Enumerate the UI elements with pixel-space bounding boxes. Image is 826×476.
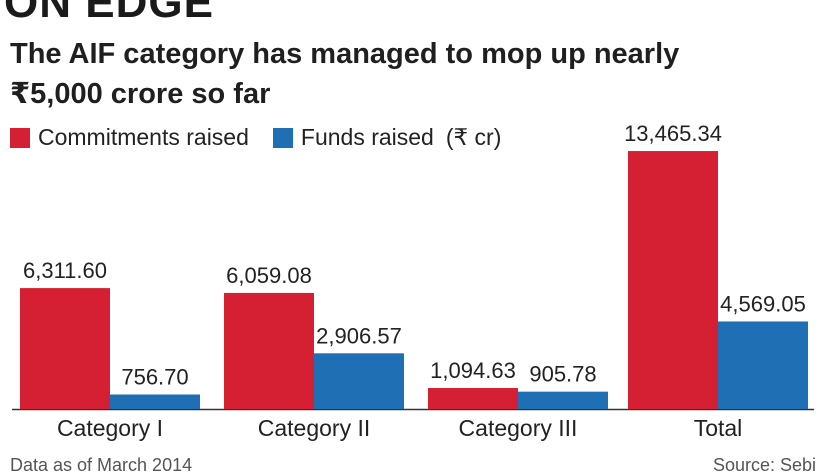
bar-commitments-2 — [224, 292, 314, 409]
category-label-2: Category II — [258, 415, 371, 441]
bar-funds-2 — [314, 353, 404, 409]
headline: ON EDGE — [4, 0, 214, 27]
legend: Commitments raised Funds raised (₹ cr) — [10, 124, 525, 151]
category-label-1: Category I — [57, 415, 163, 441]
legend-swatch-commitments — [10, 127, 30, 148]
legend-swatch-funds — [272, 127, 293, 148]
legend-label-funds: Funds raised — [300, 124, 434, 150]
data-label-funds-3: 905.78 — [529, 362, 596, 387]
bar-commitments-4 — [628, 151, 718, 409]
data-label-funds-1: 756.70 — [121, 365, 188, 390]
bar-chart: 6,311.60 756.70 Category I 6,059.08 2,906.57… — [12, 121, 814, 441]
legend-item-commitments: Commitments raised — [10, 124, 249, 151]
bar-commitments-1 — [20, 288, 110, 409]
category-label-3: Category III — [459, 415, 578, 441]
footer-source: Source: Sebi — [712, 455, 816, 475]
category-label-4: Total — [694, 415, 743, 441]
bar-funds-4 — [718, 321, 808, 409]
data-label-commitments-4: 13,465.34 — [624, 121, 722, 146]
legend-label-commitments: Commitments raised — [38, 124, 249, 150]
bar-funds-3 — [518, 391, 608, 409]
data-label-commitments-3: 1,094.63 — [430, 358, 516, 383]
data-label-funds-4: 4,569.05 — [720, 291, 806, 316]
data-label-commitments-1: 6,311.60 — [23, 258, 107, 283]
data-label-commitments-2: 6,059.08 — [226, 263, 312, 288]
bar-funds-1 — [110, 394, 200, 409]
chart-subtitle: The AIF category has managed to mop up n… — [10, 38, 680, 110]
footer-note: Data as of March 2014 — [10, 455, 193, 475]
legend-item-funds: Funds raised (₹ cr) — [272, 124, 502, 151]
unit-label: (₹ cr) — [445, 124, 502, 150]
data-label-funds-2: 2,906.57 — [316, 323, 402, 348]
bar-commitments-3 — [428, 388, 518, 409]
